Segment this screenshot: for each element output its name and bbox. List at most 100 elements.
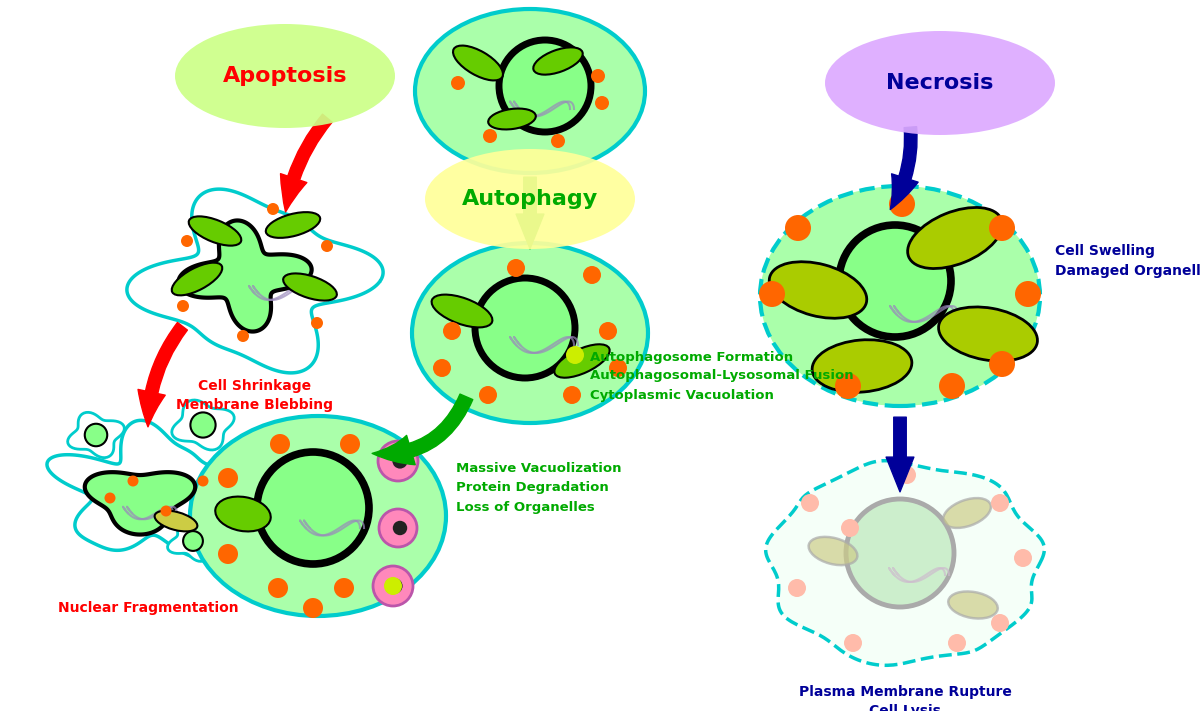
Circle shape xyxy=(218,544,238,564)
Circle shape xyxy=(991,614,1009,632)
Ellipse shape xyxy=(432,294,492,327)
Text: Plasma Membrane Rupture
Cell Lysis: Plasma Membrane Rupture Cell Lysis xyxy=(798,685,1012,711)
Ellipse shape xyxy=(172,262,222,295)
Circle shape xyxy=(218,468,238,488)
Circle shape xyxy=(433,359,451,377)
Circle shape xyxy=(378,441,418,481)
Circle shape xyxy=(835,373,862,399)
Circle shape xyxy=(889,191,916,217)
Circle shape xyxy=(563,386,581,404)
Ellipse shape xyxy=(188,216,241,245)
Circle shape xyxy=(127,476,138,486)
Circle shape xyxy=(198,476,209,486)
Ellipse shape xyxy=(266,212,320,238)
Circle shape xyxy=(610,359,628,377)
Ellipse shape xyxy=(190,416,446,616)
Circle shape xyxy=(1015,281,1042,307)
Ellipse shape xyxy=(415,9,646,173)
Circle shape xyxy=(788,579,806,597)
Circle shape xyxy=(508,259,526,277)
Circle shape xyxy=(184,531,203,551)
Ellipse shape xyxy=(412,243,648,423)
Circle shape xyxy=(322,240,334,252)
Polygon shape xyxy=(172,400,234,450)
Circle shape xyxy=(392,520,407,535)
Circle shape xyxy=(191,412,216,437)
Ellipse shape xyxy=(943,498,991,528)
Circle shape xyxy=(846,499,954,607)
Polygon shape xyxy=(47,420,250,559)
Circle shape xyxy=(334,578,354,598)
Polygon shape xyxy=(168,520,218,562)
Text: Cell Swelling
Damaged Organelles: Cell Swelling Damaged Organelles xyxy=(1055,244,1200,278)
Circle shape xyxy=(948,634,966,652)
Circle shape xyxy=(599,322,617,340)
Circle shape xyxy=(181,235,193,247)
Circle shape xyxy=(479,386,497,404)
Ellipse shape xyxy=(907,208,1002,269)
Text: Autophagy: Autophagy xyxy=(462,189,598,209)
Circle shape xyxy=(475,278,575,378)
Circle shape xyxy=(940,373,965,399)
Circle shape xyxy=(257,452,370,564)
Ellipse shape xyxy=(826,31,1055,135)
Circle shape xyxy=(844,634,862,652)
Text: Apoptosis: Apoptosis xyxy=(223,66,347,86)
Polygon shape xyxy=(766,461,1044,665)
Text: Autophagosome Formation
Autophagosomal-Lysosomal Fusion
Cytoplasmic Vacuolation: Autophagosome Formation Autophagosomal-L… xyxy=(590,351,853,402)
Text: Massive Vacuolization
Protein Degradation
Loss of Organelles: Massive Vacuolization Protein Degradatio… xyxy=(456,462,622,513)
Circle shape xyxy=(989,351,1015,377)
Circle shape xyxy=(373,566,413,606)
Circle shape xyxy=(268,578,288,598)
Text: Nuclear Fragmentation: Nuclear Fragmentation xyxy=(58,601,239,615)
Ellipse shape xyxy=(425,149,635,249)
Circle shape xyxy=(841,519,859,537)
Circle shape xyxy=(1014,549,1032,567)
Circle shape xyxy=(785,215,811,241)
Text: Cell Shrinkage
Membrane Blebbing: Cell Shrinkage Membrane Blebbing xyxy=(176,379,334,412)
Circle shape xyxy=(388,579,403,594)
Circle shape xyxy=(266,203,278,215)
Circle shape xyxy=(270,434,290,454)
Circle shape xyxy=(583,266,601,284)
Circle shape xyxy=(384,577,402,595)
Circle shape xyxy=(991,494,1009,512)
Polygon shape xyxy=(67,412,125,458)
Polygon shape xyxy=(85,472,196,535)
Ellipse shape xyxy=(938,307,1038,361)
Ellipse shape xyxy=(948,592,997,619)
Circle shape xyxy=(104,493,115,503)
Ellipse shape xyxy=(454,46,503,80)
Ellipse shape xyxy=(283,274,337,301)
Ellipse shape xyxy=(769,262,866,319)
Circle shape xyxy=(311,317,323,329)
Circle shape xyxy=(760,281,785,307)
Circle shape xyxy=(839,225,952,337)
Circle shape xyxy=(238,330,250,342)
Circle shape xyxy=(566,346,584,364)
Ellipse shape xyxy=(812,340,912,392)
Circle shape xyxy=(340,434,360,454)
Circle shape xyxy=(482,129,497,143)
Polygon shape xyxy=(179,220,312,331)
Ellipse shape xyxy=(809,537,857,565)
Ellipse shape xyxy=(175,24,395,128)
Circle shape xyxy=(392,454,408,469)
Circle shape xyxy=(443,322,461,340)
Circle shape xyxy=(379,509,418,547)
Ellipse shape xyxy=(488,109,536,129)
Circle shape xyxy=(499,40,592,132)
Text: Necrosis: Necrosis xyxy=(887,73,994,93)
Ellipse shape xyxy=(215,496,271,531)
Circle shape xyxy=(451,76,466,90)
Circle shape xyxy=(595,96,610,110)
Ellipse shape xyxy=(533,48,583,75)
Circle shape xyxy=(989,215,1015,241)
Circle shape xyxy=(592,69,605,83)
Circle shape xyxy=(85,424,107,447)
Circle shape xyxy=(898,466,916,484)
Circle shape xyxy=(302,598,323,618)
Ellipse shape xyxy=(155,510,197,531)
Circle shape xyxy=(178,300,190,312)
Circle shape xyxy=(161,506,172,516)
